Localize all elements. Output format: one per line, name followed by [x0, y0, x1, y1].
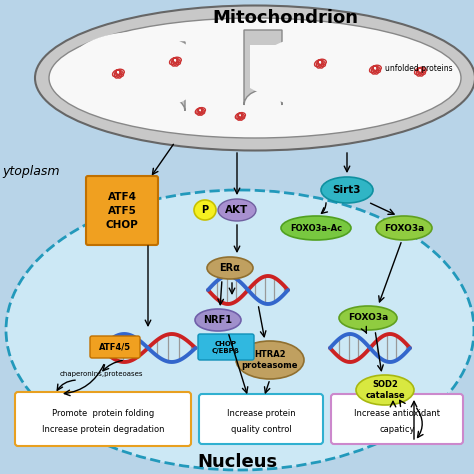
- Text: ATF4/5: ATF4/5: [99, 343, 131, 352]
- Ellipse shape: [236, 341, 304, 379]
- Text: ytoplasm: ytoplasm: [2, 165, 60, 179]
- Text: unfolded proteins: unfolded proteins: [385, 64, 453, 73]
- Text: NRF1: NRF1: [203, 315, 233, 325]
- Text: Increase protein degradation: Increase protein degradation: [42, 426, 164, 435]
- Text: P: P: [201, 205, 209, 215]
- Text: FOXO3a-Ac: FOXO3a-Ac: [290, 224, 342, 233]
- Text: ATF4
ATF5
CHOP: ATF4 ATF5 CHOP: [106, 192, 138, 230]
- Polygon shape: [244, 30, 282, 105]
- Ellipse shape: [376, 216, 432, 240]
- Text: ERα: ERα: [219, 263, 240, 273]
- Ellipse shape: [35, 6, 474, 151]
- Text: HTRA2
proteasome: HTRA2 proteasome: [242, 350, 298, 370]
- Text: FOXO3a: FOXO3a: [348, 313, 388, 322]
- FancyBboxPatch shape: [15, 392, 191, 446]
- Text: FOXO3a: FOXO3a: [384, 224, 424, 233]
- Polygon shape: [151, 45, 179, 95]
- Polygon shape: [145, 42, 185, 111]
- Ellipse shape: [195, 309, 241, 331]
- Text: quality control: quality control: [231, 425, 292, 434]
- Text: CHOP
C/EBPβ: CHOP C/EBPβ: [212, 340, 240, 354]
- FancyBboxPatch shape: [331, 394, 463, 444]
- Text: Sirt3: Sirt3: [333, 185, 361, 195]
- Text: Mitochondrion: Mitochondrion: [212, 9, 358, 27]
- Ellipse shape: [281, 216, 351, 240]
- Ellipse shape: [6, 190, 474, 470]
- Ellipse shape: [65, 32, 205, 112]
- Text: Increase antioxidant: Increase antioxidant: [354, 409, 440, 418]
- Ellipse shape: [194, 200, 216, 220]
- Text: Increase protein: Increase protein: [227, 409, 295, 418]
- Ellipse shape: [356, 375, 414, 405]
- Text: Promote  protein folding: Promote protein folding: [52, 409, 154, 418]
- Text: chaperonins,proteoases: chaperonins,proteoases: [60, 371, 144, 377]
- Text: AKT: AKT: [225, 205, 249, 215]
- FancyBboxPatch shape: [198, 334, 254, 360]
- Ellipse shape: [253, 32, 428, 112]
- Ellipse shape: [339, 306, 397, 330]
- Ellipse shape: [49, 18, 461, 138]
- Ellipse shape: [207, 257, 253, 279]
- Ellipse shape: [218, 199, 256, 221]
- FancyBboxPatch shape: [199, 394, 323, 444]
- Text: capaticy: capaticy: [379, 425, 415, 434]
- FancyBboxPatch shape: [86, 176, 158, 245]
- Polygon shape: [250, 45, 276, 95]
- Ellipse shape: [321, 177, 373, 203]
- Text: SOD2
catalase: SOD2 catalase: [365, 380, 405, 400]
- Text: Nucleus: Nucleus: [197, 453, 277, 471]
- FancyBboxPatch shape: [90, 336, 140, 358]
